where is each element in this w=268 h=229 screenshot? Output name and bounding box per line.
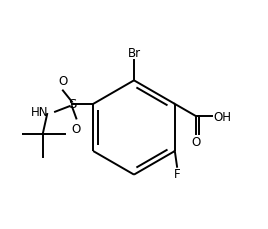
Text: O: O	[192, 136, 201, 149]
Text: F: F	[174, 168, 180, 181]
Text: OH: OH	[213, 110, 231, 123]
Text: S: S	[68, 98, 76, 111]
Text: O: O	[58, 75, 68, 88]
Text: Br: Br	[128, 47, 140, 60]
Text: HN: HN	[31, 106, 48, 119]
Text: O: O	[72, 122, 81, 135]
